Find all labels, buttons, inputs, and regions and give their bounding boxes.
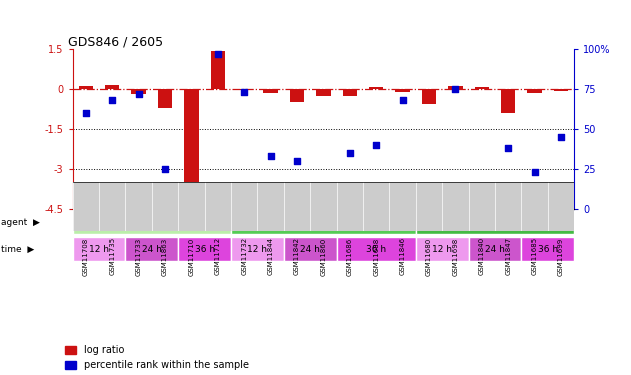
Text: 24 h: 24 h xyxy=(300,244,320,254)
Point xyxy=(239,89,249,95)
Point xyxy=(81,110,91,116)
Point xyxy=(477,198,487,204)
Text: 36 h: 36 h xyxy=(538,244,558,254)
Bar xyxy=(105,85,119,89)
Bar xyxy=(316,89,331,96)
Point xyxy=(556,134,566,140)
FancyBboxPatch shape xyxy=(231,237,284,261)
Text: time  ▶: time ▶ xyxy=(1,244,34,254)
Text: agent  ▶: agent ▶ xyxy=(1,218,40,227)
Bar xyxy=(78,86,93,89)
Bar xyxy=(554,89,569,91)
Bar xyxy=(343,89,357,96)
FancyBboxPatch shape xyxy=(231,210,416,234)
FancyBboxPatch shape xyxy=(521,237,574,261)
Point xyxy=(266,153,276,159)
Bar xyxy=(211,51,225,89)
Text: 12 h: 12 h xyxy=(89,244,109,254)
Bar xyxy=(131,89,146,94)
Point xyxy=(107,97,117,103)
Point xyxy=(319,184,329,190)
FancyBboxPatch shape xyxy=(126,237,178,261)
Point xyxy=(134,91,144,97)
FancyBboxPatch shape xyxy=(416,237,469,261)
Text: 36 h: 36 h xyxy=(366,244,386,254)
Bar xyxy=(501,89,516,113)
Point xyxy=(451,86,461,92)
Point xyxy=(424,184,434,190)
Point xyxy=(160,166,170,172)
Bar xyxy=(448,86,463,89)
Point xyxy=(345,150,355,156)
Bar xyxy=(528,89,542,93)
Bar xyxy=(369,87,384,89)
Point xyxy=(398,97,408,103)
Bar xyxy=(263,89,278,93)
Point xyxy=(371,142,381,148)
FancyBboxPatch shape xyxy=(416,210,574,234)
Point xyxy=(186,203,196,209)
Text: 0.2 uM doxorubicin: 0.2 uM doxorubicin xyxy=(283,218,363,227)
Bar xyxy=(237,89,251,90)
Bar xyxy=(290,89,304,102)
Text: 24 h: 24 h xyxy=(142,244,162,254)
Bar xyxy=(475,87,489,89)
Bar xyxy=(422,89,436,104)
Bar xyxy=(184,89,199,201)
Text: untreated: untreated xyxy=(131,218,173,227)
Point xyxy=(529,169,540,175)
Text: 36 h: 36 h xyxy=(194,244,215,254)
Text: GDS846 / 2605: GDS846 / 2605 xyxy=(68,36,163,49)
Point xyxy=(292,158,302,164)
Text: 0.01 mM 5-fluorouracil: 0.01 mM 5-fluorouracil xyxy=(447,218,543,227)
Text: 24 h: 24 h xyxy=(485,244,505,254)
FancyBboxPatch shape xyxy=(284,237,336,261)
Text: 12 h: 12 h xyxy=(432,244,452,254)
FancyBboxPatch shape xyxy=(178,237,231,261)
Legend: log ratio, percentile rank within the sample: log ratio, percentile rank within the sa… xyxy=(65,345,249,370)
FancyBboxPatch shape xyxy=(336,237,416,261)
Bar xyxy=(158,89,172,108)
Point xyxy=(503,145,513,151)
Point xyxy=(213,51,223,57)
FancyBboxPatch shape xyxy=(73,237,126,261)
FancyBboxPatch shape xyxy=(73,210,231,234)
Bar xyxy=(396,89,410,92)
FancyBboxPatch shape xyxy=(469,237,521,261)
Text: 12 h: 12 h xyxy=(247,244,268,254)
